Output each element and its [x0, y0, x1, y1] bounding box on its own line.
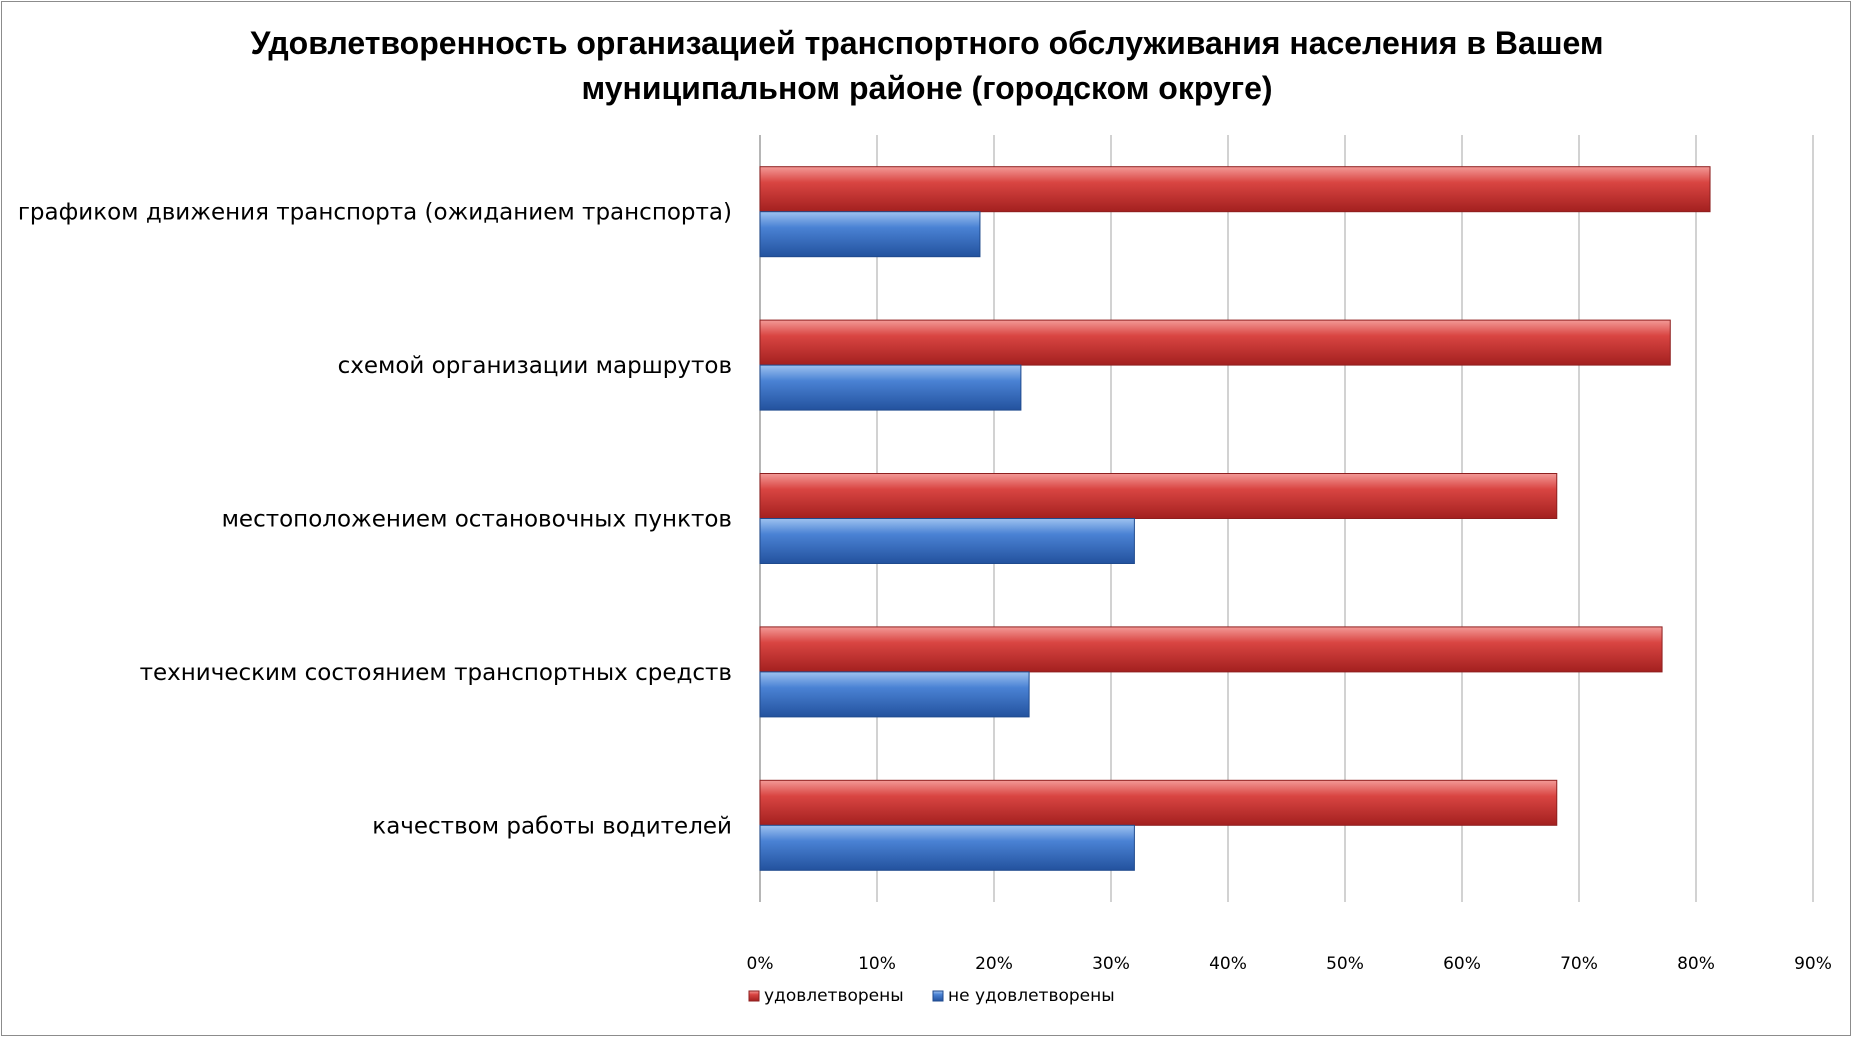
category-labels: графиком движения транспорта (ожиданием … — [18, 200, 732, 840]
bar-not-satisfied-2 — [759, 518, 1135, 564]
x-tick-label: 70% — [1560, 954, 1598, 974]
category-label-1: схемой организации маршрутов — [338, 353, 732, 379]
legend-label-satisfied: удовлетворены — [764, 986, 904, 1006]
x-axis-tick-labels: 0% 10% 20% 30% 40% 50% 60% 70% 80% 90% — [747, 954, 1832, 974]
bar-not-satisfied-1 — [759, 364, 1022, 411]
legend-swatch-not-satisfied — [932, 990, 944, 1002]
x-tick-label: 10% — [858, 954, 896, 974]
legend-label-not-satisfied: не удовлетворены — [948, 986, 1115, 1006]
bar-satisfied-2 — [759, 473, 1558, 519]
bar-satisfied-0 — [759, 166, 1711, 213]
legend: удовлетворены не удовлетворены — [748, 986, 1115, 1006]
x-tick-label: 80% — [1677, 954, 1715, 974]
category-label-0: графиком движения транспорта (ожиданием … — [18, 200, 732, 226]
bar-not-satisfied-4 — [759, 824, 1135, 871]
x-tick-label: 0% — [747, 954, 774, 974]
x-tick-label: 30% — [1092, 954, 1130, 974]
x-tick-label: 90% — [1794, 954, 1832, 974]
x-tick-label: 20% — [975, 954, 1013, 974]
category-label-4: качеством работы водителей — [372, 813, 732, 839]
bar-satisfied-1 — [759, 319, 1671, 366]
legend-swatch-satisfied — [748, 990, 760, 1002]
category-label-2: местоположением остановочных пунктов — [222, 507, 732, 533]
chart-title-line-2: муниципальном районе (городском округе) — [581, 70, 1272, 106]
x-tick-label: 60% — [1443, 954, 1481, 974]
bar-satisfied-4 — [759, 779, 1558, 826]
bar-satisfied-3 — [759, 626, 1663, 673]
x-tick-label: 40% — [1209, 954, 1247, 974]
chart-title-line-1: Удовлетворенность организацией транспорт… — [250, 25, 1603, 61]
x-tick-label: 50% — [1326, 954, 1364, 974]
bar-not-satisfied-0 — [759, 211, 981, 258]
category-label-3: техническим состоянием транспортных сред… — [140, 660, 732, 686]
bars — [759, 166, 1711, 871]
bar-not-satisfied-3 — [759, 671, 1030, 718]
